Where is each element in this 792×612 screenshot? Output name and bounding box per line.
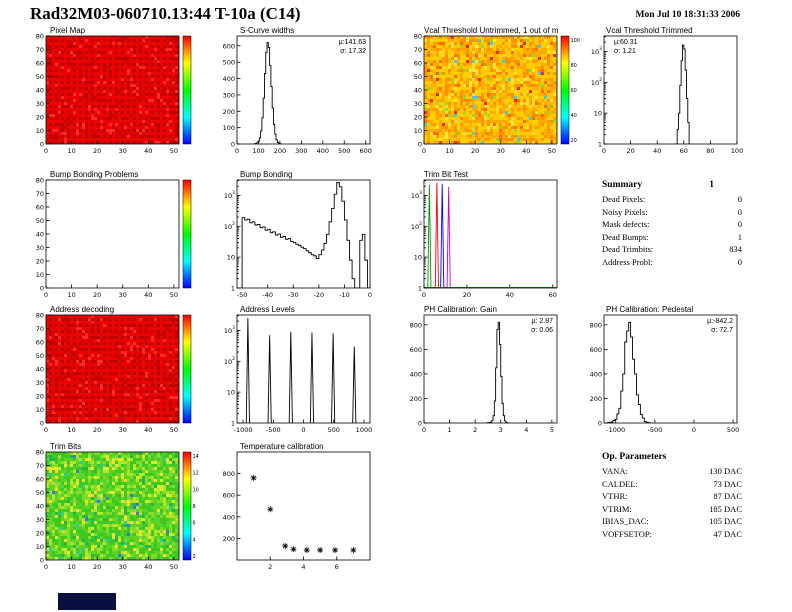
summary-row-value: 0 — [737, 206, 742, 217]
ph-pedestal-stats: μ:-842.2 σ: 72.7 — [707, 318, 733, 335]
op-parameters-title: Op. Parameters — [602, 452, 667, 462]
summary-row-value: 0 — [737, 256, 742, 267]
stat-sigma: σ: 0.06 — [531, 326, 553, 334]
summary-row: Dead Bumps: 1 — [602, 231, 742, 244]
op-parameter-row: VTRIM: 185 DAC — [602, 503, 742, 516]
page-title: Rad32M03-060710.13:44 T-10a (C14) — [30, 4, 301, 23]
ph-gain-chart — [394, 309, 594, 441]
stat-sigma: σ: 1.21 — [614, 47, 636, 55]
ph-pedestal-chart — [574, 309, 774, 441]
summary-row-label: Dead Bumps: — [602, 231, 649, 242]
stat-mean: μ:-842.2 — [707, 318, 733, 325]
summary-chip-number: 1 — [709, 180, 714, 190]
vcal-untrimmed-chart — [396, 30, 596, 162]
summary-row-label: Mask defects: — [602, 219, 650, 229]
vcal-trimmed-chart — [574, 30, 774, 162]
trim-bits-chart — [18, 446, 218, 578]
op-parameter-row: IBIAS_DAC: 105 DAC — [602, 515, 742, 528]
op-parameter-row: VOFFSETOP: 47 DAC — [602, 528, 742, 541]
stat-sigma: σ: 72.7 — [711, 326, 733, 334]
trim-bit-test-chart — [394, 174, 594, 306]
summary-row: Noisy Pixels: 0 — [602, 206, 742, 219]
s-curve-widths-chart — [207, 30, 407, 162]
op-parameter-label: VOFFSETOP: — [602, 528, 652, 539]
op-parameter-value: 185 DAC — [709, 503, 742, 514]
op-parameter-row: VANA: 130 DAC — [602, 465, 742, 478]
summary-row-label: Noisy Pixels: — [602, 206, 648, 217]
op-parameter-value: 87 DAC — [713, 491, 742, 501]
bump-bonding-chart — [207, 174, 407, 306]
op-parameter-row: CALDEL: 73 DAC — [602, 478, 742, 491]
summary-row-value: 0 — [737, 219, 742, 229]
summary-row: Dead Pixels: 0 — [602, 193, 742, 206]
ph-gain-stats: μ: 2.87 σ: 0.06 — [531, 318, 553, 335]
summary-header: Summary 1 — [602, 180, 714, 190]
stat-mean: μ:141.63 — [338, 39, 366, 46]
op-parameters-panel: Op. Parameters VANA: 130 DAC CALDEL: 73 DA… — [602, 452, 742, 540]
canvas-corner-artifact — [58, 593, 116, 610]
summary-row-value: 0 — [737, 194, 742, 204]
summary-row-value: 1 — [737, 231, 742, 242]
temperature-calibration-chart — [207, 446, 407, 578]
summary-row: Dead Trimbits: 834 — [602, 243, 742, 256]
summary-row: Address Probl: 0 — [602, 256, 742, 269]
address-levels-chart — [207, 309, 407, 441]
summary-row: Mask defects: 0 — [602, 218, 742, 231]
op-parameter-label: VTHR: — [602, 491, 628, 501]
summary-title: Summary — [602, 180, 643, 190]
stat-mean: μ: 2.87 — [531, 318, 553, 325]
op-parameter-value: 47 DAC — [713, 528, 742, 539]
op-parameter-value: 105 DAC — [709, 516, 742, 526]
op-parameter-label: IBIAS_DAC: — [602, 516, 649, 526]
summary-row-value: 834 — [729, 244, 742, 254]
op-parameter-row: VTHR: 87 DAC — [602, 490, 742, 503]
bump-problems-chart — [18, 174, 218, 306]
op-parameter-value: 73 DAC — [713, 478, 742, 489]
s-curve-widths-stats: μ:141.63 σ: 17.32 — [339, 39, 366, 56]
vcal-trimmed-stats: μ:60.31 σ: 1.21 — [614, 39, 638, 56]
op-parameter-label: VTRIM: — [602, 503, 632, 514]
summary-row-label: Dead Trimbits: — [602, 244, 654, 254]
stat-sigma: σ: 17.32 — [340, 47, 366, 55]
pixel-map-chart — [18, 30, 218, 162]
summary-row-label: Dead Pixels: — [602, 194, 646, 204]
summary-panel: Summary 1 Dead Pixels: 0 Noisy Pixels: 0 M… — [602, 180, 742, 268]
op-parameter-value: 130 DAC — [709, 466, 742, 476]
op-parameter-label: CALDEL: — [602, 478, 638, 489]
stat-mean: μ:60.31 — [614, 39, 638, 46]
address-decoding-chart — [18, 309, 218, 441]
op-parameter-label: VANA: — [602, 466, 628, 476]
timestamp: Mon Jul 10 18:31:33 2006 — [635, 10, 741, 20]
summary-row-label: Address Probl: — [602, 256, 653, 267]
op-parameters-header: Op. Parameters — [602, 452, 714, 462]
